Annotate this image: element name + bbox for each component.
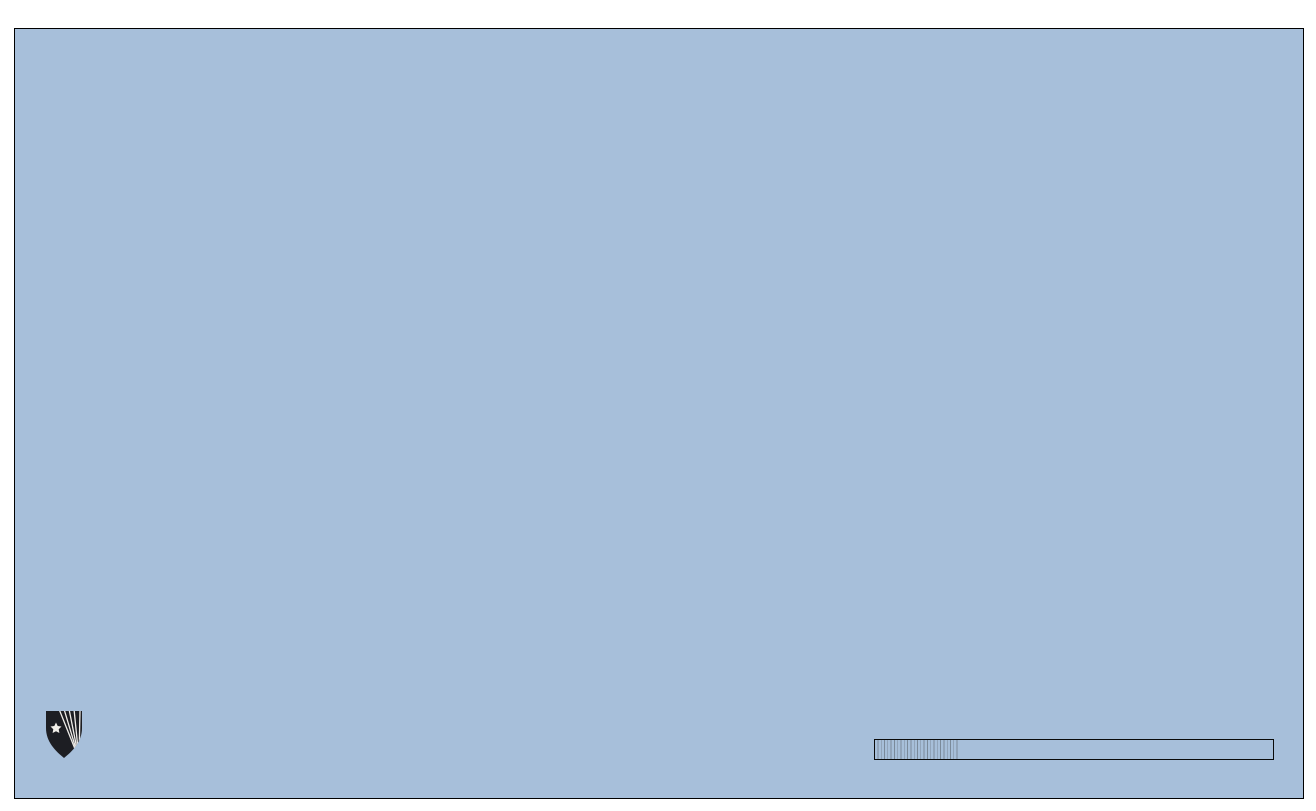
radar-echoes-layer: [15, 29, 1303, 798]
radar-map: [14, 28, 1304, 799]
colorbar-striations: [875, 740, 959, 759]
colorbar-gradient: [874, 739, 1274, 760]
stony-brook-shield-icon: [46, 711, 82, 758]
boundaries-layer: [15, 29, 1303, 798]
reflectivity-colorbar: [874, 739, 1276, 791]
stony-brook-logo: [43, 709, 343, 795]
